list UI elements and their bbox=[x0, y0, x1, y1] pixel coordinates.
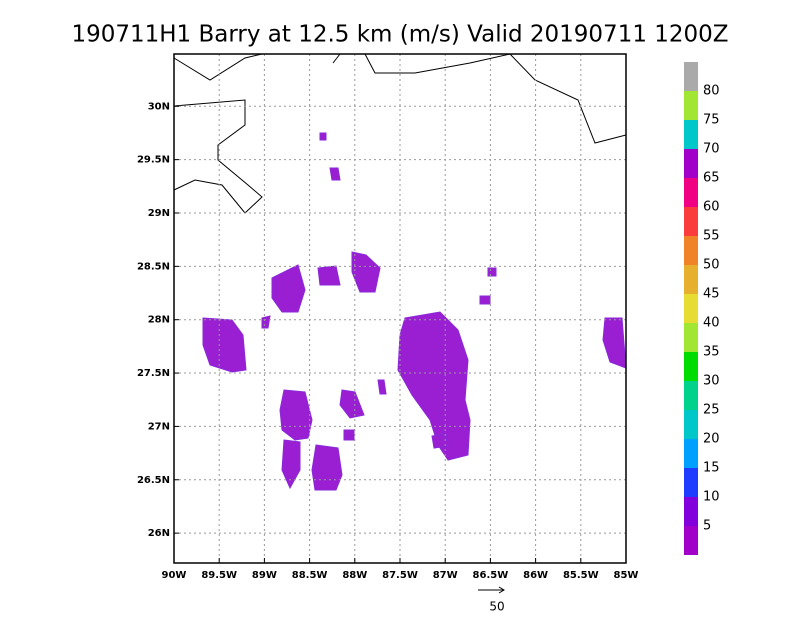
x-tick-label: 90W bbox=[162, 570, 187, 581]
colorbar-segment bbox=[684, 323, 698, 352]
colorbar-label: 5 bbox=[703, 519, 711, 534]
colorbar-label: 40 bbox=[703, 316, 720, 331]
wind-region bbox=[281, 439, 301, 490]
colorbar-label: 60 bbox=[703, 200, 720, 215]
x-tick-label: 89W bbox=[252, 570, 277, 581]
coast-segment bbox=[332, 53, 341, 64]
x-tick-label: 86W bbox=[523, 570, 548, 581]
wind-region bbox=[329, 167, 341, 181]
y-tick-label: 26.5N bbox=[137, 475, 170, 486]
y-tick-label: 30N bbox=[148, 101, 170, 112]
colorbar-label: 80 bbox=[703, 84, 720, 99]
wind-region bbox=[261, 315, 271, 329]
colorbar-segment bbox=[684, 91, 698, 120]
colorbar-label: 30 bbox=[703, 374, 720, 389]
colorbar-segment bbox=[684, 497, 698, 526]
wind-region bbox=[351, 251, 381, 293]
colorbar-segment bbox=[684, 410, 698, 439]
x-tick-label: 87.5W bbox=[382, 570, 418, 581]
wind-region bbox=[431, 433, 449, 449]
reference-arrow-head bbox=[498, 586, 505, 594]
plot-area bbox=[173, 53, 627, 491]
y-tick-label: 26N bbox=[148, 528, 170, 539]
colorbar-label: 75 bbox=[703, 113, 720, 128]
colorbar-label: 15 bbox=[703, 461, 720, 476]
wind-region bbox=[317, 265, 341, 286]
wind-region bbox=[602, 317, 627, 369]
y-tick-label: 29.5N bbox=[137, 155, 170, 166]
colorbar-segment bbox=[684, 468, 698, 497]
x-tick-label: 88.5W bbox=[292, 570, 328, 581]
colorbar-label: 70 bbox=[703, 142, 720, 157]
wind-region bbox=[479, 295, 491, 305]
colorbar-label: 65 bbox=[703, 171, 720, 186]
wind-region bbox=[487, 267, 497, 277]
colorbar-label: 50 bbox=[703, 258, 720, 273]
wind-region bbox=[339, 389, 365, 419]
wind-regions bbox=[202, 132, 627, 491]
colorbar-label: 10 bbox=[703, 490, 720, 505]
x-tick-label: 89.5W bbox=[201, 570, 237, 581]
colorbar-segment bbox=[684, 178, 698, 207]
colorbar-segment bbox=[684, 207, 698, 236]
wind-region bbox=[279, 389, 313, 441]
colorbar-segment bbox=[684, 352, 698, 381]
y-tick-label: 28.5N bbox=[137, 261, 170, 272]
colorbar-segment bbox=[684, 62, 698, 91]
colorbar-segment bbox=[684, 149, 698, 178]
colorbar-segment bbox=[684, 439, 698, 468]
colorbar-segment bbox=[684, 120, 698, 149]
y-tick-label: 27.5N bbox=[137, 368, 170, 379]
y-tick-label: 28N bbox=[148, 315, 170, 326]
x-tick-label: 86.5W bbox=[473, 570, 509, 581]
y-tick-label: 27N bbox=[148, 421, 170, 432]
coast-segment bbox=[173, 99, 263, 214]
chart-title: 190711H1 Barry at 12.5 km (m/s) Valid 20… bbox=[71, 22, 728, 48]
colorbar-label: 35 bbox=[703, 345, 720, 360]
colorbar-segment bbox=[684, 294, 698, 323]
wind-region bbox=[271, 264, 306, 313]
x-tick-label: 87W bbox=[433, 570, 458, 581]
colorbar-label: 25 bbox=[703, 403, 720, 418]
grid bbox=[173, 54, 627, 563]
x-tick-label: 85W bbox=[614, 570, 639, 581]
colorbar-label: 45 bbox=[703, 287, 720, 302]
reference-label: 50 bbox=[489, 600, 504, 614]
colorbar-segment bbox=[684, 381, 698, 410]
colorbar-label: 20 bbox=[703, 432, 720, 447]
colorbar-segment bbox=[684, 236, 698, 265]
wind-region bbox=[319, 132, 327, 141]
colorbar-segment bbox=[684, 526, 698, 555]
coast-segment bbox=[173, 53, 263, 81]
colorbar-segment bbox=[684, 265, 698, 294]
x-tick-label: 85.5W bbox=[563, 570, 599, 581]
wind-region bbox=[343, 429, 355, 441]
wind-region bbox=[377, 379, 387, 395]
wind-region bbox=[311, 444, 343, 491]
y-tick-label: 29N bbox=[148, 208, 170, 219]
wind-region bbox=[202, 317, 247, 373]
x-tick-label: 88W bbox=[342, 570, 367, 581]
colorbar-label: 55 bbox=[703, 229, 720, 244]
